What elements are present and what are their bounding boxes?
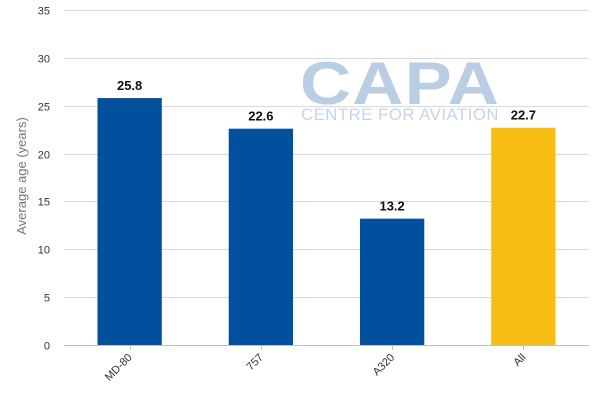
- data-label: 25.8: [117, 78, 142, 93]
- y-tick-label: 25: [38, 102, 50, 114]
- x-tick-label: MD-80: [103, 352, 135, 384]
- y-tick-label: 10: [38, 245, 50, 257]
- y-axis-label: Average age (years): [14, 117, 29, 235]
- x-tick-label: All: [511, 352, 528, 369]
- watermark-subtitle: CENTRE FOR AVIATION: [301, 105, 499, 124]
- y-tick-label: 30: [38, 54, 50, 66]
- data-label: 22.7: [511, 108, 536, 123]
- y-tick-label: 5: [44, 293, 50, 305]
- data-label: 13.2: [379, 199, 404, 214]
- x-tick-label: 757: [245, 352, 266, 373]
- bar-md-80: [97, 98, 162, 345]
- bar-all: [491, 127, 556, 345]
- y-tick-label: 20: [38, 150, 50, 162]
- watermark: CAPA CENTRE FOR AVIATION: [300, 50, 500, 124]
- y-tick-label: 0: [44, 341, 50, 353]
- data-label: 22.6: [248, 109, 273, 124]
- y-tick-label: 15: [38, 197, 50, 209]
- watermark-logo: CAPA: [300, 50, 500, 117]
- bar-757: [228, 128, 294, 345]
- y-axis-ticks: 0 5 10 15 20 25 30 35: [38, 6, 50, 353]
- x-tick-label: A320: [371, 352, 398, 379]
- data-labels: 25.8 22.6 13.2 22.7: [117, 78, 536, 214]
- bar-a320: [359, 218, 425, 345]
- bars: [97, 98, 556, 345]
- y-tick-label: 35: [38, 6, 50, 18]
- x-axis-ticks: MD-80 757 A320 All: [103, 345, 528, 384]
